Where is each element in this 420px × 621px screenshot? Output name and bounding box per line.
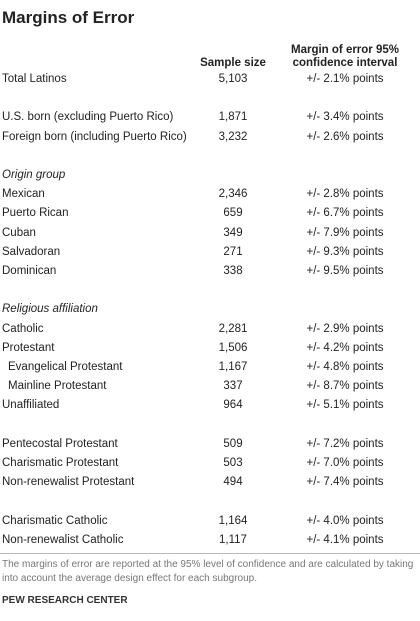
margin-of-error: +/- 7.2% points: [306, 437, 384, 450]
footnote: The margins of error are reported at the…: [2, 559, 414, 584]
row-label: Protestant: [2, 341, 55, 354]
margin-of-error: +/- 2.8% points: [306, 188, 384, 201]
margin-of-error: +/- 9.5% points: [306, 265, 384, 277]
sample-size: 1,871: [218, 111, 248, 124]
sample-size: 964: [223, 399, 243, 412]
margin-of-error: +/- 4.0% points: [306, 514, 384, 527]
sample-size: 503: [223, 457, 243, 469]
sample-size: 509: [223, 437, 243, 450]
row-label: Pentecostal Protestant: [2, 437, 118, 450]
source: PEW RESEARCH CENTER: [2, 595, 128, 606]
sample-size: 271: [223, 245, 243, 258]
margin-of-error: +/- 4.2% points: [306, 341, 384, 354]
column-header: Margin of error 95% confidence interval: [291, 44, 399, 69]
divider: [0, 553, 420, 554]
row-label: Mainline Protestant: [8, 380, 107, 393]
margin-of-error: +/- 9.3% points: [306, 245, 384, 258]
margin-of-error: +/- 7.9% points: [306, 226, 384, 239]
sample-size: 659: [223, 207, 243, 220]
sample-size: 1,167: [218, 361, 248, 373]
title: Margins of Error: [2, 8, 135, 27]
margin-of-error: +/- 2.1% points: [306, 73, 384, 85]
row-label: Foreign born (including Puerto Rico): [2, 130, 187, 143]
row-label: Evangelical Protestant: [8, 361, 123, 373]
sample-size: 3,232: [218, 130, 248, 143]
margin-of-error: +/- 5.1% points: [306, 399, 384, 412]
margin-of-error: +/- 3.4% points: [306, 111, 384, 124]
sample-size: 5,103: [218, 73, 248, 85]
margin-of-error: +/- 7.4% points: [306, 476, 384, 489]
row-label: Puerto Rican: [2, 207, 69, 220]
row-label: Non-renewalist Protestant: [2, 476, 135, 489]
row-label: Mexican: [2, 188, 45, 201]
margin-of-error: +/- 4.1% points: [306, 533, 384, 546]
sample-size: 338: [223, 265, 243, 277]
row-label: U.S. born (excluding Puerto Rico): [2, 111, 174, 124]
margin-of-error: +/- 6.7% points: [306, 207, 384, 220]
row-label: Cuban: [2, 226, 36, 239]
row-label: Charismatic Protestant: [2, 457, 119, 469]
column-header: Sample size: [200, 57, 266, 69]
row-label: Charismatic Catholic: [2, 514, 108, 527]
row-label: Unaffiliated: [2, 399, 60, 412]
margin-of-error: +/- 4.8% points: [306, 361, 384, 373]
group-heading: Religious affiliation: [2, 303, 98, 316]
sample-size: 337: [223, 380, 243, 393]
margin-of-error: +/- 7.0% points: [306, 457, 384, 469]
row-label: Non-renewalist Catholic: [2, 533, 124, 546]
group-heading: Origin group: [2, 169, 66, 181]
margin-of-error: +/- 2.6% points: [306, 130, 384, 143]
sample-size: 1,117: [219, 533, 247, 546]
row-label: Dominican: [2, 265, 57, 277]
sample-size: 2,346: [218, 188, 248, 201]
row-label: Total Latinos: [2, 73, 67, 85]
sample-size: 1,164: [218, 514, 248, 527]
sample-size: 494: [223, 476, 243, 489]
margin-of-error: +/- 8.7% points: [306, 380, 384, 393]
row-label: Catholic: [2, 322, 44, 335]
sample-size: 349: [223, 226, 243, 239]
sample-size: 1,506: [218, 341, 248, 354]
margin-of-error: +/- 2.9% points: [306, 322, 384, 335]
sample-size: 2,281: [218, 322, 248, 335]
row-label: Salvadoran: [2, 245, 61, 258]
